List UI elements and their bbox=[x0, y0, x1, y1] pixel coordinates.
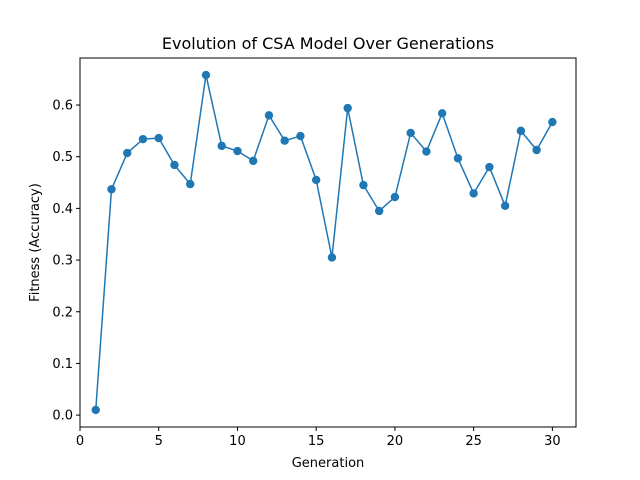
x-tick-label: 25 bbox=[465, 434, 482, 449]
data-point bbox=[453, 154, 463, 163]
data-point bbox=[138, 134, 148, 144]
data-point bbox=[170, 160, 179, 170]
data-point bbox=[374, 206, 384, 216]
data-point bbox=[264, 111, 274, 120]
data-point bbox=[233, 146, 242, 156]
data-point bbox=[311, 175, 321, 185]
x-axis-label: Generation bbox=[292, 456, 365, 471]
data-point bbox=[201, 70, 211, 80]
series-line bbox=[95, 74, 554, 411]
x-tick-label: 0 bbox=[76, 434, 84, 449]
data-point bbox=[186, 179, 195, 189]
data-point bbox=[548, 117, 557, 127]
y-tick-label: 0.1 bbox=[52, 357, 73, 372]
chart-title: Evolution of CSA Model Over Generations bbox=[162, 34, 494, 53]
data-point bbox=[422, 147, 431, 156]
data-point bbox=[123, 148, 132, 158]
data-point bbox=[217, 141, 226, 151]
y-tick-label: 0.2 bbox=[52, 305, 73, 320]
y-tick-label: 0.0 bbox=[52, 409, 73, 424]
data-point bbox=[296, 131, 305, 141]
y-tick-label: 0.5 bbox=[52, 150, 73, 165]
x-tick-label: 20 bbox=[387, 434, 404, 449]
x-tick-label: 15 bbox=[308, 434, 325, 449]
data-point bbox=[327, 253, 337, 262]
y-axis-label: Fitness (Accuracy) bbox=[28, 183, 43, 302]
axes-frame bbox=[79, 57, 577, 428]
data-point bbox=[154, 133, 163, 143]
data-point bbox=[532, 145, 541, 155]
data-point bbox=[516, 126, 526, 136]
data-point bbox=[343, 103, 352, 113]
y-tick-label: 0.3 bbox=[52, 254, 73, 269]
y-tick-label: 0.6 bbox=[52, 99, 73, 114]
x-tick-label: 5 bbox=[155, 434, 163, 449]
data-point bbox=[249, 156, 258, 166]
data-point bbox=[406, 128, 415, 138]
data-point bbox=[280, 136, 289, 145]
data-point bbox=[390, 192, 400, 202]
data-point bbox=[107, 185, 116, 194]
data-point bbox=[500, 201, 510, 211]
x-tick-label: 10 bbox=[229, 434, 246, 449]
data-point bbox=[437, 109, 447, 118]
data-point bbox=[91, 405, 100, 415]
data-point bbox=[485, 162, 494, 172]
data-point bbox=[359, 180, 368, 190]
plot-area: 0 5 10 15 20 25 30 0.0 0.1 0.2 0.3 0.4 0.5 0.6 bbox=[52, 70, 561, 449]
data-point bbox=[469, 189, 478, 198]
x-tick-label: 30 bbox=[544, 434, 561, 449]
y-tick-label: 0.4 bbox=[52, 202, 73, 217]
